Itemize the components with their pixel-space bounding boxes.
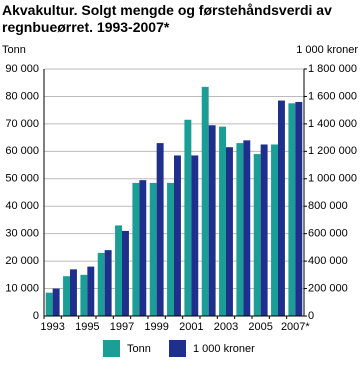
x-tick-label: 2007* xyxy=(281,321,310,333)
x-tick-label: 1993 xyxy=(40,321,64,333)
legend-label: Tonn xyxy=(127,343,151,355)
bar xyxy=(139,180,147,316)
y-tick-label: 90 000 xyxy=(5,63,39,75)
bar xyxy=(70,269,77,316)
legend-swatch xyxy=(169,340,186,357)
y2-tick-label: 400 000 xyxy=(308,255,348,267)
bar xyxy=(288,103,296,316)
y2-tick-label: 600 000 xyxy=(308,228,348,240)
bar xyxy=(208,125,216,316)
chart-title: Akvakultur. Solgt mengde og førstehåndsv… xyxy=(2,2,332,35)
bar xyxy=(87,266,95,316)
y2-tick-label: 1 400 000 xyxy=(308,118,357,130)
y-axis-label: Tonn xyxy=(2,44,26,56)
bar xyxy=(201,86,209,316)
bar xyxy=(97,252,105,316)
legend-swatch xyxy=(103,340,120,357)
y2-tick-label: 1 800 000 xyxy=(308,63,357,75)
bar xyxy=(236,143,244,316)
bar xyxy=(243,140,251,316)
bar xyxy=(63,276,70,316)
y-tick-label: 40 000 xyxy=(5,200,39,212)
bar xyxy=(271,144,278,316)
y2-axis-label: 1 000 kroner xyxy=(296,44,358,56)
x-tick-label: 2005 xyxy=(248,321,272,333)
bar xyxy=(80,274,88,316)
bar xyxy=(219,126,226,316)
y2-tick-label: 200 000 xyxy=(308,282,348,294)
bar xyxy=(260,144,268,316)
x-tick-label: 2001 xyxy=(179,321,203,333)
x-tick-label: 1997 xyxy=(110,321,134,333)
y2-tick-label: 1 600 000 xyxy=(308,90,357,102)
x-tick-label: 1999 xyxy=(144,321,168,333)
y-tick-label: 50 000 xyxy=(5,173,39,185)
bar xyxy=(104,250,112,316)
y-tick-label: 30 000 xyxy=(5,228,39,240)
bar xyxy=(253,154,261,316)
x-tick-label: 2003 xyxy=(214,321,238,333)
bar xyxy=(174,155,181,316)
y2-tick-label: 1 000 000 xyxy=(308,173,357,185)
bar xyxy=(52,288,60,316)
bar xyxy=(115,225,122,316)
y2-tick-label: 0 xyxy=(308,310,314,322)
bar xyxy=(45,292,53,316)
bar xyxy=(167,182,174,316)
y2-tick-label: 800 000 xyxy=(308,200,348,212)
bar xyxy=(191,155,199,316)
bar xyxy=(122,230,129,316)
y-tick-label: 60 000 xyxy=(5,145,39,157)
bar xyxy=(184,119,192,317)
bar xyxy=(226,147,233,316)
y-tick-label: 20 000 xyxy=(5,255,39,267)
y-tick-label: 80 000 xyxy=(5,90,39,102)
y-tick-label: 0 xyxy=(33,310,39,322)
bar xyxy=(278,100,285,316)
legend-label: 1 000 kroner xyxy=(193,343,255,355)
bar xyxy=(132,182,140,316)
bar xyxy=(295,101,303,316)
bar xyxy=(156,143,164,316)
bar xyxy=(149,182,157,316)
y2-tick-label: 1 200 000 xyxy=(308,145,357,157)
y-tick-label: 10 000 xyxy=(5,282,39,294)
y-tick-label: 70 000 xyxy=(5,118,39,130)
x-tick-label: 1995 xyxy=(75,321,99,333)
